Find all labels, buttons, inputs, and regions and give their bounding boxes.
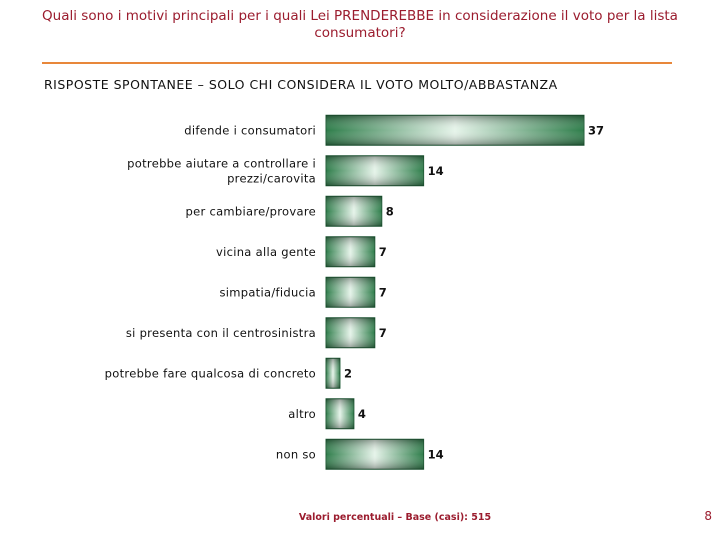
category-label-line: si presenta con il centrosinistra [126,326,316,340]
value-label: 7 [379,245,387,259]
bar-shade-2 [326,196,382,227]
category-label-line: prezzi/carovita [227,171,316,185]
category-label-line: simpatia/fiducia [219,285,316,299]
category-label-line: per cambiare/provare [185,204,316,218]
category-label-line: altro [288,407,316,421]
category-label: si presenta con il centrosinistra [126,326,316,340]
chart-subtitle: RISPOSTE SPONTANEE – SOLO CHI CONSIDERA … [44,77,558,92]
footer-note: Valori percentuali – Base (casi): 515 [298,512,492,523]
value-label: 2 [344,366,352,380]
bar-shade-0 [326,115,584,146]
value-label: 14 [428,164,444,178]
category-label: per cambiare/provare [185,204,316,218]
category-label-line: vicina alla gente [216,245,316,259]
value-label: 8 [386,204,394,218]
bar-shade-1 [326,155,424,186]
category-label: altro [288,407,316,421]
value-label: 7 [379,285,387,299]
category-label: simpatia/fiducia [219,285,316,299]
bar-shade-8 [326,439,424,470]
value-label: 4 [358,407,366,421]
category-label-line: non so [276,447,316,461]
category-label: potrebbe fare qualcosa di concreto [105,366,316,380]
bar-shade-7 [326,398,354,429]
category-label-line: difende i consumatori [184,123,316,137]
bar-shade-6 [326,358,340,389]
category-label: non so [276,447,316,461]
category-label-line: potrebbe aiutare a controllare i [127,156,316,170]
category-label: difende i consumatori [184,123,316,137]
page-number: 8 [704,509,712,523]
category-label: vicina alla gente [216,245,316,259]
value-label: 37 [588,123,604,137]
bar-shade-5 [326,317,375,348]
value-label: 7 [379,326,387,340]
bar-shade-4 [326,277,375,308]
category-label: potrebbe aiutare a controllare i prezzi/c… [127,156,316,185]
bar-shade-3 [326,236,375,267]
category-label-line: potrebbe fare qualcosa di concreto [105,366,316,380]
value-label: 14 [428,447,444,461]
chart-title: Quali sono i motivi principali per i qua… [42,8,678,41]
title-divider [42,62,672,64]
